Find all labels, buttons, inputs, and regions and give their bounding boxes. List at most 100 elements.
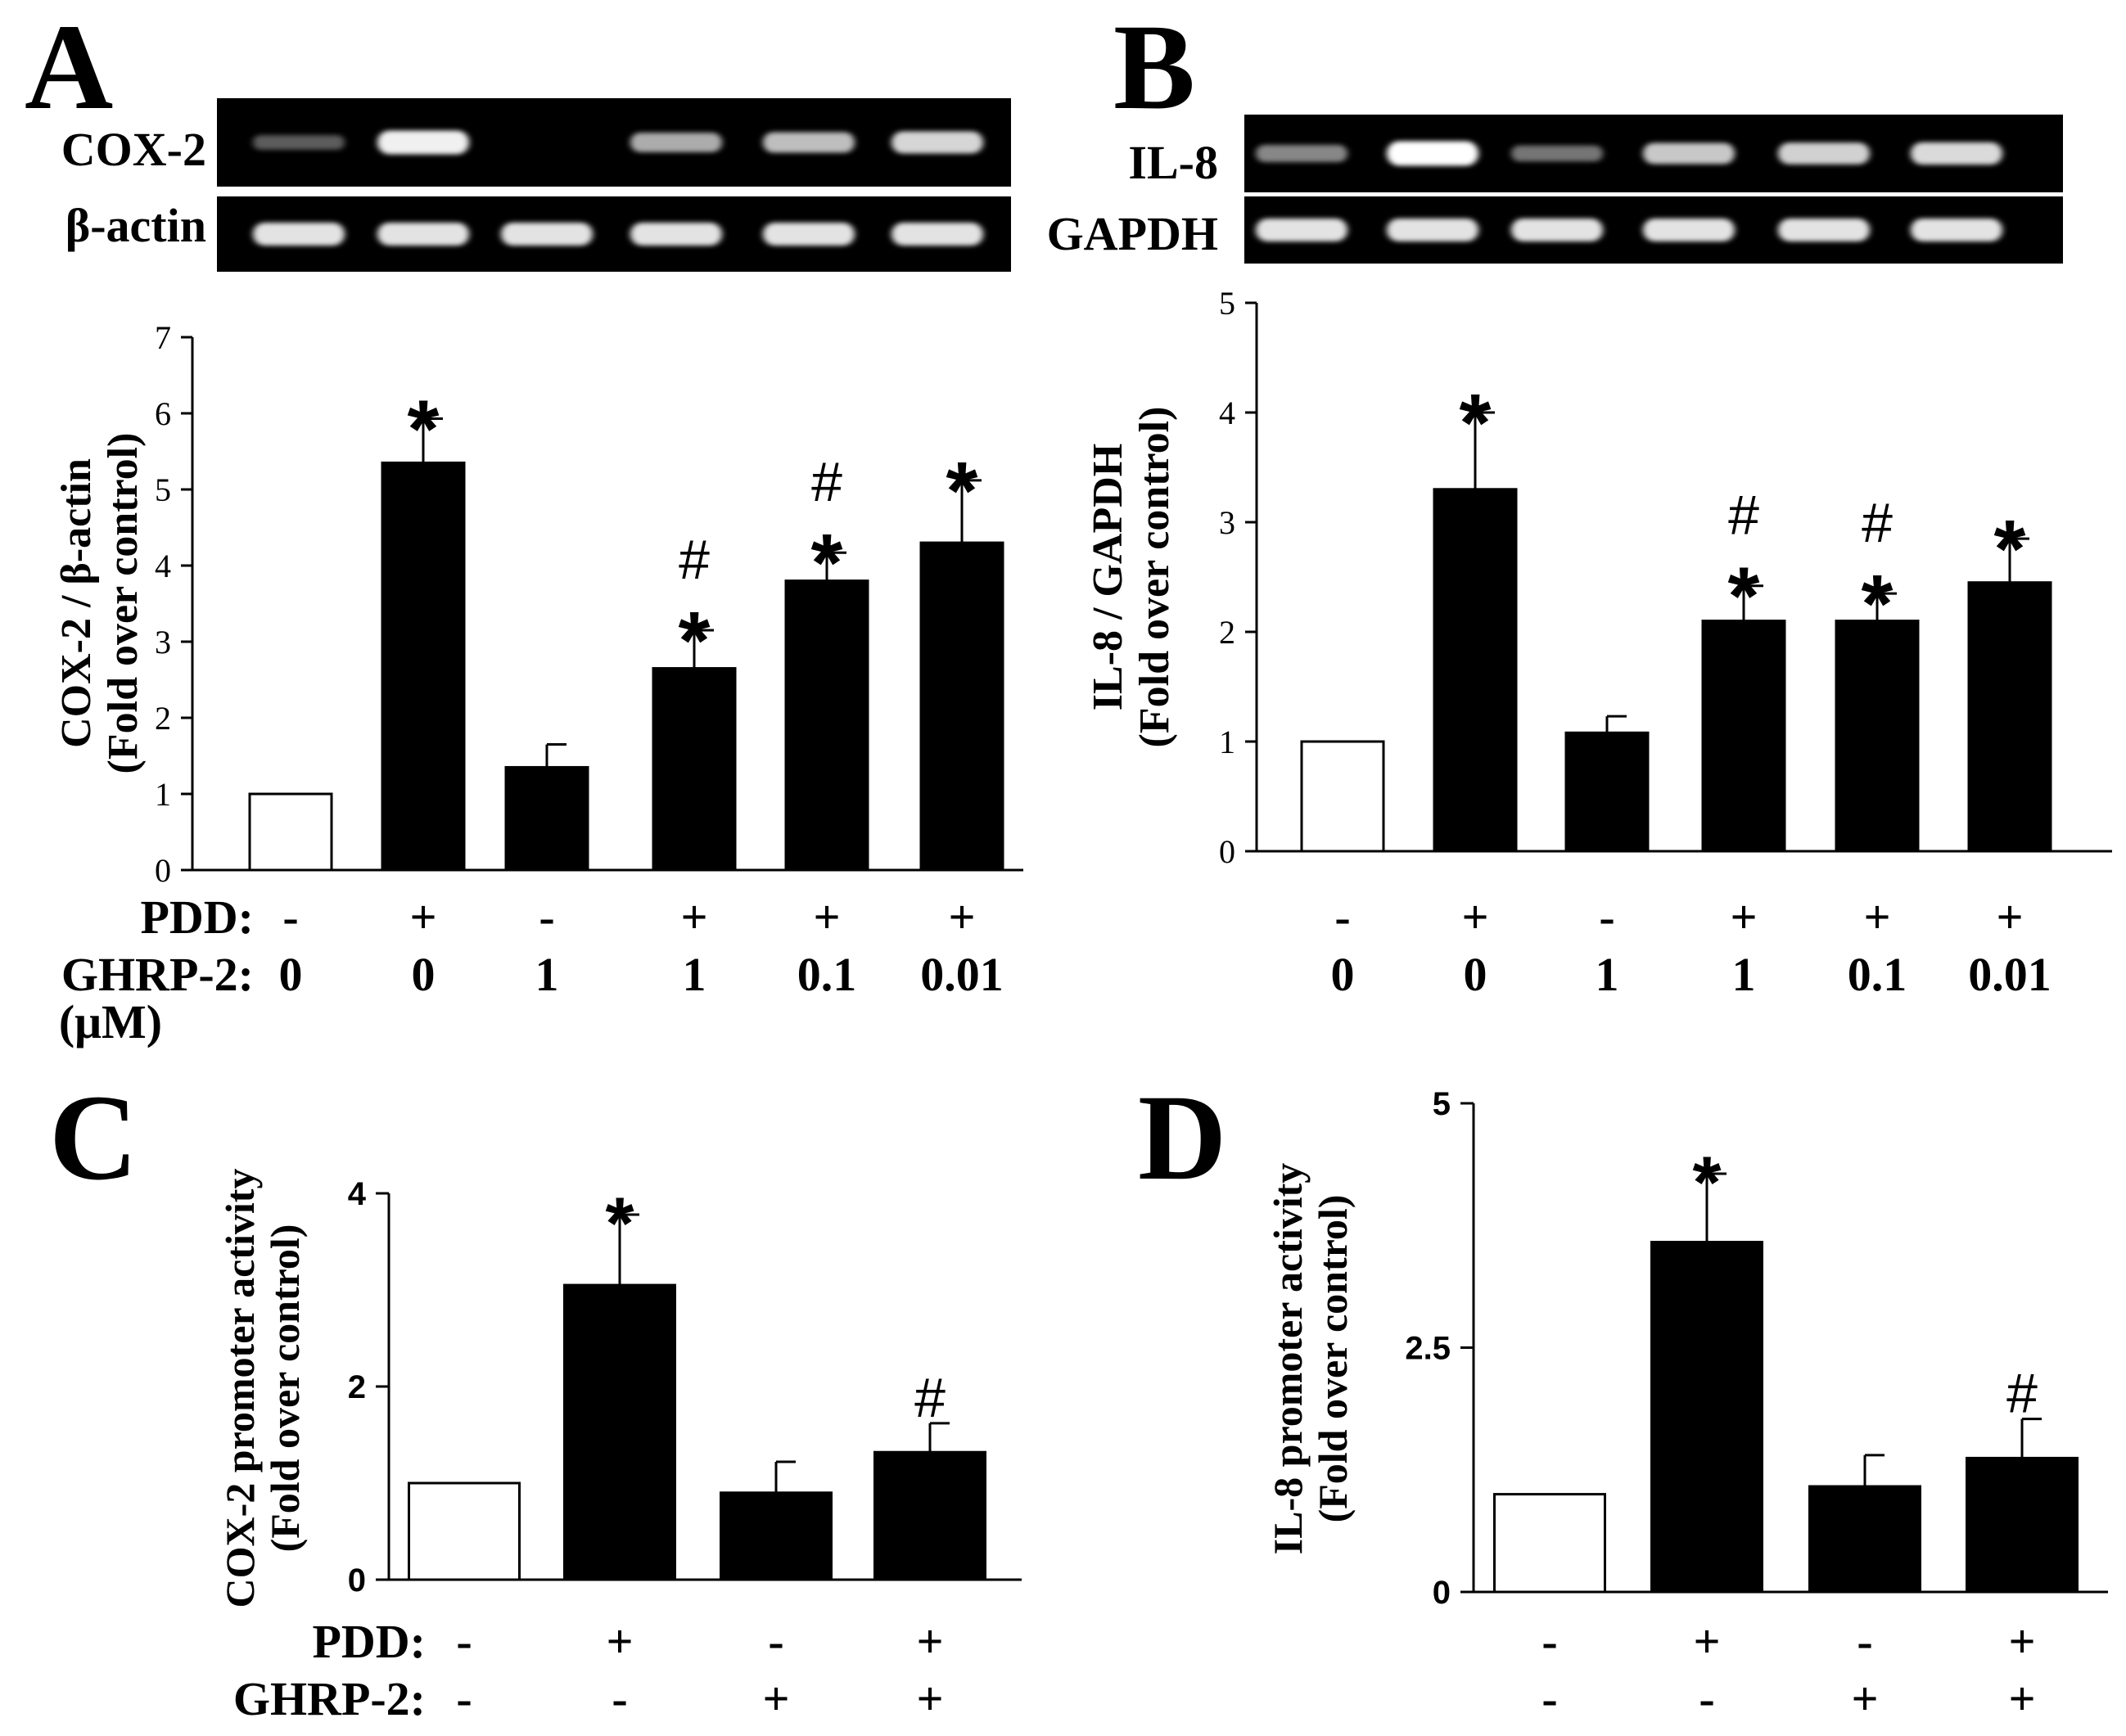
treatment-value: - xyxy=(1541,1672,1557,1725)
bar xyxy=(652,667,737,872)
bar xyxy=(248,792,333,872)
significance-star: * xyxy=(1862,558,1894,650)
y-axis-label-line1: IL-8 / GAPDH xyxy=(1085,444,1131,710)
y-axis-label: COX-2 promoter activity(Fold over contro… xyxy=(217,1169,308,1608)
treatment-value: 0.1 xyxy=(1848,948,1907,1001)
treatment-row-label: PDD: xyxy=(140,891,254,944)
significance-hash: # xyxy=(914,1367,946,1429)
treatment-value: + xyxy=(762,1672,789,1725)
y-tick-label: 3 xyxy=(155,624,171,661)
y-tick-label: 5 xyxy=(1219,285,1235,322)
bar xyxy=(504,765,589,872)
y-tick-label: 6 xyxy=(155,395,171,432)
bar xyxy=(1433,488,1518,853)
y-tick-label: 1 xyxy=(1219,724,1235,760)
y-tick-label: 2 xyxy=(1219,614,1235,651)
gel-band xyxy=(1643,219,1735,241)
gel-band xyxy=(630,133,722,152)
y-tick-label: 2 xyxy=(348,1369,366,1405)
treatment-value: - xyxy=(456,1672,472,1725)
y-axis-label: IL-8 promoter activity(Fold over control… xyxy=(1265,1163,1356,1555)
unit-label-um: (μM) xyxy=(59,995,162,1048)
bar xyxy=(1835,620,1920,853)
gel-background xyxy=(217,98,1011,187)
treatment-value: + xyxy=(2008,1672,2035,1725)
y-tick-label: 0 xyxy=(1219,833,1235,870)
gel-band xyxy=(763,132,855,153)
y-tick-label: 2 xyxy=(155,700,171,737)
treatment-value: 1 xyxy=(1732,948,1756,1001)
gel-band xyxy=(1387,219,1478,241)
bar xyxy=(1701,620,1786,853)
bar xyxy=(784,579,869,872)
treatment-value: + xyxy=(1996,891,2023,944)
chart-c: 0 2 4 COX-2 promoter activity(Fold over con… xyxy=(217,1169,1022,1608)
chart-d: 0 2.5 5 IL-8 promoter activity(Fold over co… xyxy=(1265,1086,2108,1611)
y-tick-label: 0 xyxy=(1433,1575,1451,1611)
y-tick-label: 5 xyxy=(1433,1086,1451,1122)
gel-band xyxy=(1778,219,1870,241)
gel-band xyxy=(377,223,469,246)
y-axis-label-line2: (Fold over control) xyxy=(1310,1195,1356,1523)
significance-hash: # xyxy=(811,451,842,513)
gel-a2 xyxy=(217,196,1011,272)
gel-label-cox2: COX-2 xyxy=(61,123,206,176)
gel-band xyxy=(1511,145,1603,162)
treatment-value: + xyxy=(2008,1615,2035,1668)
gel-band xyxy=(1643,142,1735,165)
gel-band xyxy=(253,135,345,150)
gel-band xyxy=(377,130,469,155)
significance-star: * xyxy=(946,445,978,537)
significance-star: * xyxy=(408,384,440,476)
significance-star: * xyxy=(679,595,711,687)
treatment-value: - xyxy=(282,891,298,944)
treatment-row-label: GHRP-2: xyxy=(233,1672,426,1725)
treatment-rows-b: - + - + + +0 0 1 1 0.1 0.01 xyxy=(1331,891,2052,1001)
treatment-value: + xyxy=(409,891,436,944)
gel-label-il8: IL-8 xyxy=(1128,136,1218,189)
gel-band xyxy=(891,223,983,246)
y-tick-label: 2.5 xyxy=(1405,1331,1451,1367)
treatment-value: 0 xyxy=(1464,948,1487,1001)
treatment-value: 0.01 xyxy=(1968,948,2052,1001)
gel-band xyxy=(763,223,855,246)
treatment-value: 1 xyxy=(683,948,706,1001)
gel-band xyxy=(1778,142,1870,165)
treatment-value: - xyxy=(456,1615,472,1668)
treatment-rows-a: PDD: - + - + + +GHRP-2: 0 0 1 1 0.1 0.01 xyxy=(61,891,1004,1001)
treatment-row-label: PDD: xyxy=(312,1615,426,1668)
gel-b2 xyxy=(1244,196,2063,264)
gel-label-gapdh: GAPDH xyxy=(1047,207,1218,260)
treatment-value: + xyxy=(1863,891,1890,944)
gel-band xyxy=(1387,141,1478,166)
gel-band xyxy=(1256,219,1347,241)
significance-star: * xyxy=(605,1183,634,1265)
bar xyxy=(720,1491,833,1581)
gel-band xyxy=(1511,219,1603,241)
significance-star: * xyxy=(1692,1142,1721,1224)
treatment-value: + xyxy=(916,1615,943,1668)
gel-band xyxy=(630,223,722,246)
treatment-value: + xyxy=(606,1615,633,1668)
gel-background xyxy=(217,196,1011,272)
gel-label-beta-actin: β-actin xyxy=(65,199,206,252)
panel-letter-c: C xyxy=(49,1070,138,1206)
panel-letter-a: A xyxy=(25,0,113,135)
gel-b1 xyxy=(1244,115,2063,192)
treatment-value: 0 xyxy=(1331,948,1355,1001)
significance-hash: # xyxy=(1862,492,1893,554)
panel-letter-b: B xyxy=(1113,0,1195,135)
y-axis-label-line1: COX-2 / β-actin xyxy=(53,458,100,748)
y-tick-label: 0 xyxy=(155,852,171,889)
treatment-value: - xyxy=(612,1672,627,1725)
significance-star: * xyxy=(1728,551,1760,643)
treatment-value: - xyxy=(768,1615,783,1668)
y-axis-label-line2: (Fold over control) xyxy=(1131,407,1178,748)
treatment-value: + xyxy=(1730,891,1757,944)
y-tick-label: 4 xyxy=(155,548,171,584)
bar xyxy=(1966,1456,2079,1594)
significance-hash: # xyxy=(2006,1363,2038,1425)
bar xyxy=(381,461,466,872)
bar xyxy=(1650,1241,1763,1594)
